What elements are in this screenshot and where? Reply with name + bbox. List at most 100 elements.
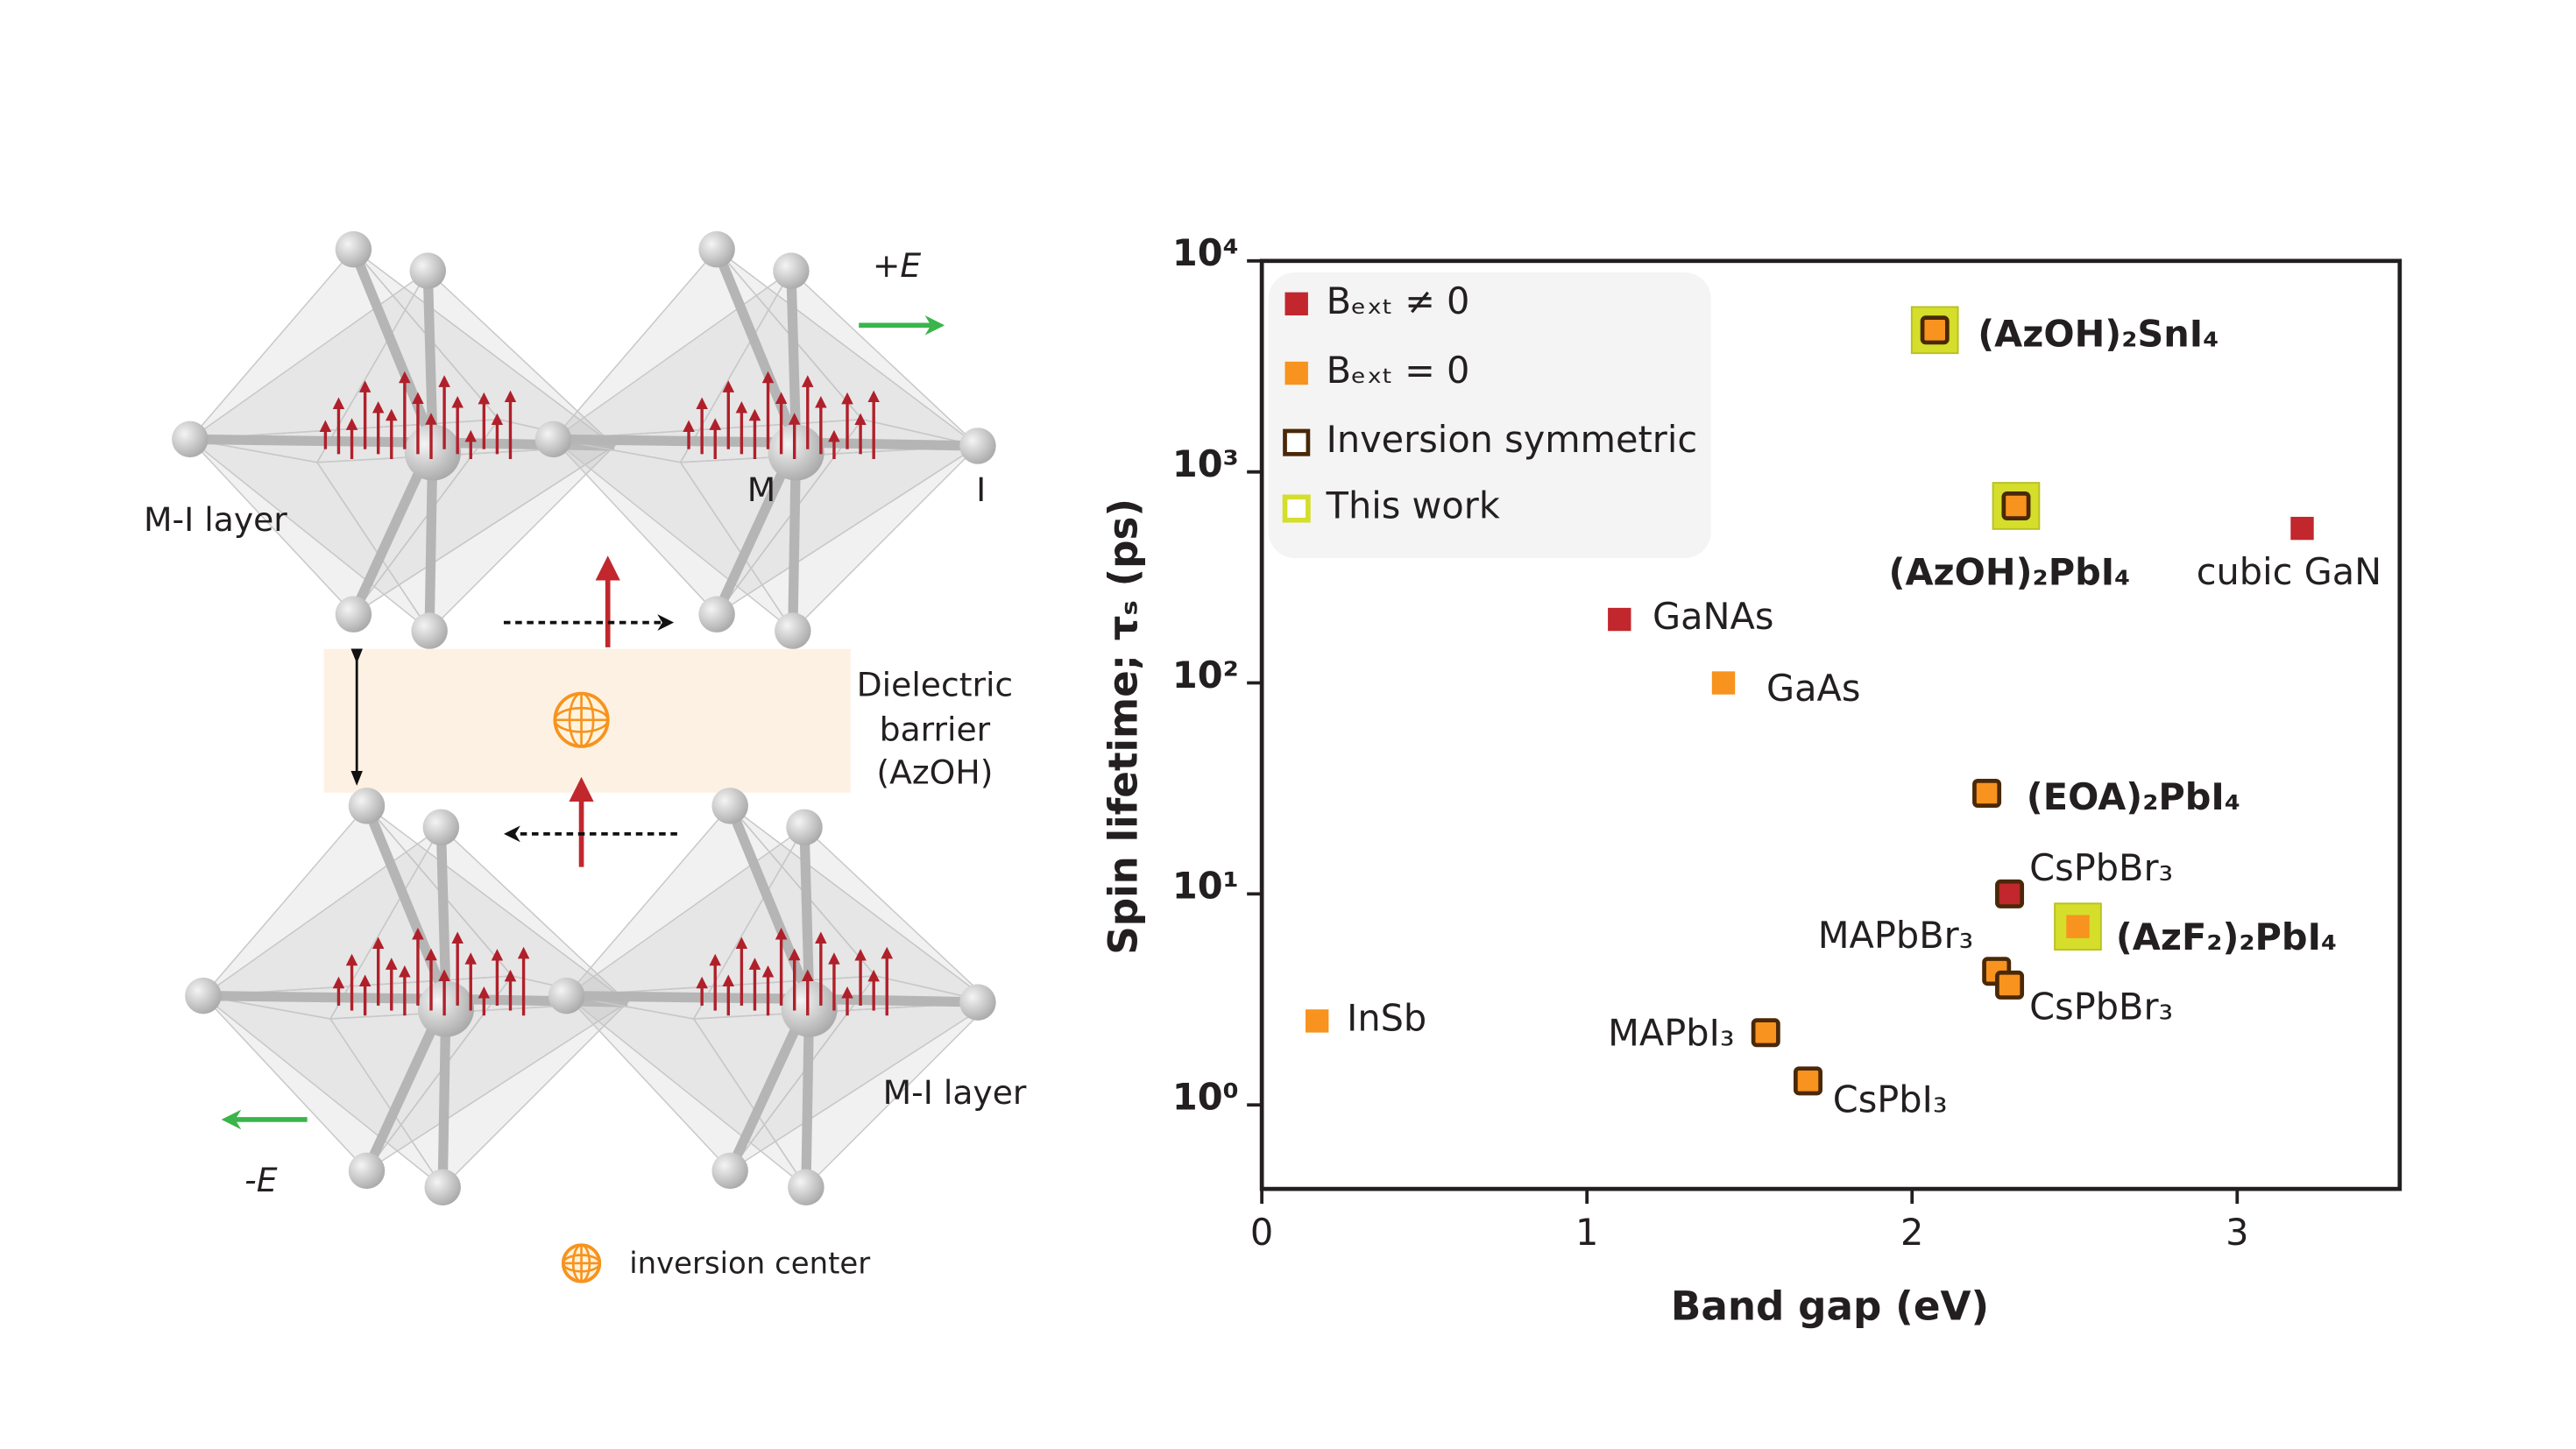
point-label: cubic GaN (2197, 551, 2381, 593)
iodide-atom (959, 984, 996, 1021)
point (1972, 778, 2002, 808)
point (1995, 970, 2025, 1000)
point (1751, 1018, 1780, 1048)
point (2001, 491, 2031, 520)
iodide-atom (348, 1152, 386, 1190)
iodide-atom (185, 977, 222, 1014)
field-label: +E (873, 246, 922, 285)
x-tick-label: 1 (1575, 1212, 1598, 1254)
bond (189, 434, 433, 448)
octahedron-face (716, 418, 980, 615)
point-label: (AzOH)₂PbI₄ (1889, 552, 2131, 594)
octahedron-face (692, 1001, 993, 1189)
structure-diagram (172, 230, 996, 1283)
x-tick-label: 3 (2226, 1212, 2248, 1254)
iodide-atom (424, 1169, 461, 1205)
plot-frame (1259, 258, 2403, 1191)
point (1711, 671, 1736, 695)
y-tick-label: 10² (1172, 654, 1239, 696)
legend-marker (1284, 361, 1308, 385)
bond (202, 990, 447, 1005)
point (1995, 879, 2025, 908)
point-label: GaAs (1766, 668, 1860, 710)
bond (422, 270, 438, 443)
iodide-atom (348, 788, 386, 824)
point-label: InSb (1347, 997, 1426, 1039)
diagram-labels: +E M-I layer M I Dielectric barrier (AzO… (144, 246, 1027, 1280)
point-label: (AzOH)₂SnI₄ (1978, 313, 2219, 355)
iodide-atom (959, 428, 996, 464)
bond (786, 270, 802, 443)
point-label: CsPbBr₃ (2029, 847, 2173, 889)
octahedron-face (729, 975, 993, 1172)
layer-label: M-I layer (883, 1073, 1027, 1112)
barrier-label: barrier (880, 710, 991, 749)
octahedron-face (315, 445, 617, 633)
bond (711, 247, 801, 445)
iodide-atom (422, 809, 460, 846)
iodide-atom (698, 596, 735, 633)
point (1920, 315, 1950, 345)
y-tick-label: 10³ (1172, 443, 1239, 485)
iodide-atom (548, 977, 585, 1014)
y-tick-label: 10¹ (1172, 866, 1239, 908)
legend-label: inversion center (629, 1246, 870, 1280)
iodide-atom (335, 596, 372, 633)
y-axis-title: Spin lifetime; τₛ (ps) (1100, 498, 1147, 955)
y-tick-label: 10⁰ (1172, 1077, 1239, 1119)
iodide-atom (711, 1152, 748, 1190)
octahedron-face (329, 1001, 630, 1189)
legend-label: Inversion symmetric (1327, 419, 1697, 461)
legend-label: This work (1326, 485, 1500, 527)
point (1608, 607, 1631, 632)
metal-atom (404, 424, 461, 481)
bond (435, 827, 451, 1000)
legend-label: Bₑₓₜ ≠ 0 (1327, 280, 1470, 322)
atom-label: I (976, 470, 986, 509)
legend-box (1268, 272, 1711, 559)
metal-atom (417, 980, 475, 1037)
bond (796, 437, 979, 451)
barrier-label: (AzOH) (876, 753, 993, 792)
point-label: CsPbI₃ (1833, 1078, 1948, 1120)
legend-marker (1284, 292, 1308, 316)
point-label: CsPbBr₃ (2029, 986, 2173, 1028)
x-tick-label: 0 (1250, 1212, 1273, 1254)
iodide-atom (788, 1169, 824, 1205)
iodide-atom (172, 421, 209, 458)
x-axis-title: Band gap (eV) (1671, 1283, 1989, 1330)
bond (553, 434, 796, 448)
field-label: -E (244, 1161, 278, 1199)
iodide-atom (411, 612, 448, 649)
legend-label: Bₑₓₜ = 0 (1327, 350, 1470, 392)
atom-label: M (747, 470, 776, 509)
layer-label: M-I layer (144, 500, 287, 539)
metal-atom (768, 424, 824, 481)
point-label: (AzF₂)₂PbI₄ (2116, 916, 2337, 958)
iodide-atom (698, 230, 735, 268)
barrier-label: Dielectric (857, 666, 1014, 704)
iodide-atom (786, 809, 823, 846)
bond (799, 827, 815, 1000)
octahedron-face (679, 445, 980, 633)
point-label: MAPbBr₃ (1818, 915, 1974, 957)
bond (362, 803, 451, 1001)
iodide-atom (773, 252, 810, 289)
bond (566, 990, 810, 1005)
metal-atom (781, 980, 838, 1037)
bond (349, 247, 438, 445)
point-label: (EOA)₂PbI₄ (2027, 776, 2240, 818)
point (2066, 915, 2090, 938)
point (1794, 1066, 1822, 1096)
point (1306, 1009, 1329, 1033)
legend-marker (1282, 494, 1311, 523)
x-tick-label: 2 (1900, 1212, 1923, 1254)
iodide-atom (775, 612, 811, 649)
bond (725, 803, 814, 1001)
iodide-atom (409, 252, 446, 289)
iodide-atom (335, 230, 372, 268)
iodide-atom (711, 788, 748, 824)
legend-marker (1283, 428, 1311, 456)
